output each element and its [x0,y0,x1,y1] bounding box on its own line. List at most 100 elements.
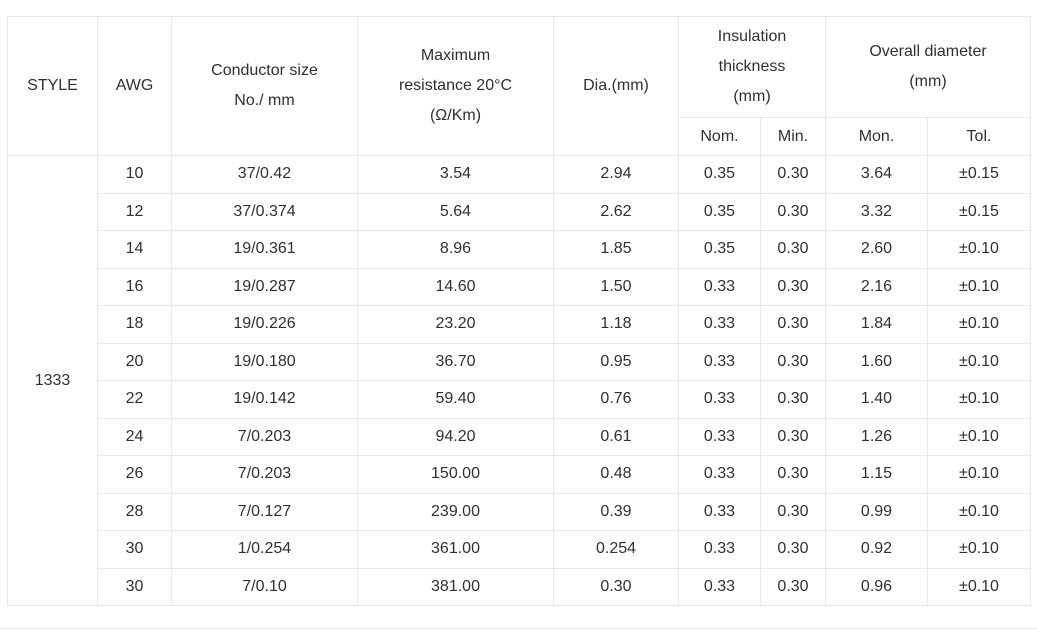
cell-tol: ±0.10 [927,492,1031,531]
cell-awg: 20 [97,342,172,381]
column-header-resistance: Maximum resistance 20°C (Ω/Km) [357,16,554,156]
cell-conductor: 7/0.203 [171,417,358,456]
cell-mon: 1.84 [825,305,928,344]
cell-min: 0.30 [760,192,826,231]
cell-conductor: 7/0.203 [171,455,358,494]
table-row: 28 7/0.127 239.00 0.39 0.33 0.30 0.99 ±0.10 [8,492,1031,531]
table-body: 1333 10 37/0.42 3.54 2.94 0.35 0.30 3.64 ±0.15 12… [7,155,1031,606]
header-row-sub: Nom. Min. Mon. Tol. [8,117,1031,156]
cell-conductor: 37/0.374 [171,192,358,231]
cell-conductor: 19/0.180 [171,342,358,381]
column-header-tol: Tol. [927,117,1031,156]
column-header-style: STYLE [7,16,98,156]
cell-mon: 1.40 [825,380,928,419]
cell-awg: 18 [97,305,172,344]
cell-dia: 0.254 [553,530,679,569]
cell-mon: 0.92 [825,530,928,569]
cell-nom: 0.35 [678,230,761,269]
table-header: STYLE AWG Conductor size No./ mm Maximum… [7,16,1031,156]
cell-resistance: 381.00 [357,567,554,606]
cell-min: 0.30 [760,342,826,381]
cell-resistance: 239.00 [357,492,554,531]
cell-min: 0.30 [760,567,826,606]
cell-min: 0.30 [760,492,826,531]
cell-min: 0.30 [760,530,826,569]
cell-tol: ±0.10 [927,380,1031,419]
table-row: 16 19/0.287 14.60 1.50 0.33 0.30 2.16 ±0.10 [8,267,1031,306]
cell-resistance: 3.54 [357,155,554,194]
cell-resistance: 36.70 [357,342,554,381]
cell-conductor: 7/0.127 [171,492,358,531]
cell-tol: ±0.10 [927,417,1031,456]
cell-conductor: 19/0.142 [171,380,358,419]
cell-tol: ±0.10 [927,455,1031,494]
column-group-insulation: Insulation thickness (mm) [678,16,826,118]
style-value-cell: 1333 [7,155,98,606]
cell-min: 0.30 [760,305,826,344]
cell-dia: 1.18 [553,305,679,344]
cell-awg: 28 [97,492,172,531]
cell-tol: ±0.15 [927,155,1031,194]
cell-conductor: 19/0.287 [171,267,358,306]
cell-min: 0.30 [760,455,826,494]
cell-awg: 22 [97,380,172,419]
cell-resistance: 23.20 [357,305,554,344]
cell-tol: ±0.10 [927,530,1031,569]
column-header-conductor: Conductor size No./ mm [171,16,358,156]
table-row: 30 7/0.10 381.00 0.30 0.33 0.30 0.96 ±0.10 [8,567,1031,606]
cell-conductor: 1/0.254 [171,530,358,569]
cell-nom: 0.35 [678,192,761,231]
cell-resistance: 94.20 [357,417,554,456]
cell-tol: ±0.10 [927,230,1031,269]
cell-nom: 0.33 [678,267,761,306]
column-header-nom: Nom. [678,117,761,156]
cell-min: 0.30 [760,230,826,269]
cell-dia: 0.76 [553,380,679,419]
cell-nom: 0.35 [678,155,761,194]
cell-tol: ±0.10 [927,267,1031,306]
cell-nom: 0.33 [678,530,761,569]
cell-tol: ±0.10 [927,305,1031,344]
cell-mon: 2.16 [825,267,928,306]
column-header-min: Min. [760,117,826,156]
cell-mon: 3.64 [825,155,928,194]
cell-mon: 0.96 [825,567,928,606]
cell-mon: 2.60 [825,230,928,269]
cell-nom: 0.33 [678,455,761,494]
cell-min: 0.30 [760,267,826,306]
cell-resistance: 5.64 [357,192,554,231]
table-row: 22 19/0.142 59.40 0.76 0.33 0.30 1.40 ±0.10 [8,380,1031,419]
cell-awg: 16 [97,267,172,306]
table-row: 12 37/0.374 5.64 2.62 0.35 0.30 3.32 ±0.15 [8,192,1031,231]
cell-conductor: 7/0.10 [171,567,358,606]
header-row-main: STYLE AWG Conductor size No./ mm Maximum… [7,16,1031,156]
bottom-divider [0,628,1037,629]
cell-tol: ±0.10 [927,342,1031,381]
cell-dia: 0.39 [553,492,679,531]
table-row: 14 19/0.361 8.96 1.85 0.35 0.30 2.60 ±0.10 [8,230,1031,269]
cell-nom: 0.33 [678,342,761,381]
cell-conductor: 37/0.42 [171,155,358,194]
cell-tol: ±0.10 [927,567,1031,606]
wire-spec-table: STYLE AWG Conductor size No./ mm Maximum… [7,16,1031,606]
table-row: 18 19/0.226 23.20 1.18 0.33 0.30 1.84 ±0.10 [8,305,1031,344]
cell-awg: 14 [97,230,172,269]
cell-nom: 0.33 [678,417,761,456]
cell-awg: 10 [97,155,172,194]
cell-nom: 0.33 [678,492,761,531]
cell-dia: 2.62 [553,192,679,231]
cell-conductor: 19/0.226 [171,305,358,344]
cell-dia: 0.95 [553,342,679,381]
cell-resistance: 59.40 [357,380,554,419]
cell-dia: 2.94 [553,155,679,194]
cell-dia: 1.85 [553,230,679,269]
cell-conductor: 19/0.361 [171,230,358,269]
column-header-awg: AWG [97,16,172,156]
cell-awg: 12 [97,192,172,231]
cell-dia: 0.30 [553,567,679,606]
table-row: 26 7/0.203 150.00 0.48 0.33 0.30 1.15 ±0.10 [8,455,1031,494]
cell-awg: 30 [97,567,172,606]
cell-min: 0.30 [760,155,826,194]
cell-dia: 1.50 [553,267,679,306]
